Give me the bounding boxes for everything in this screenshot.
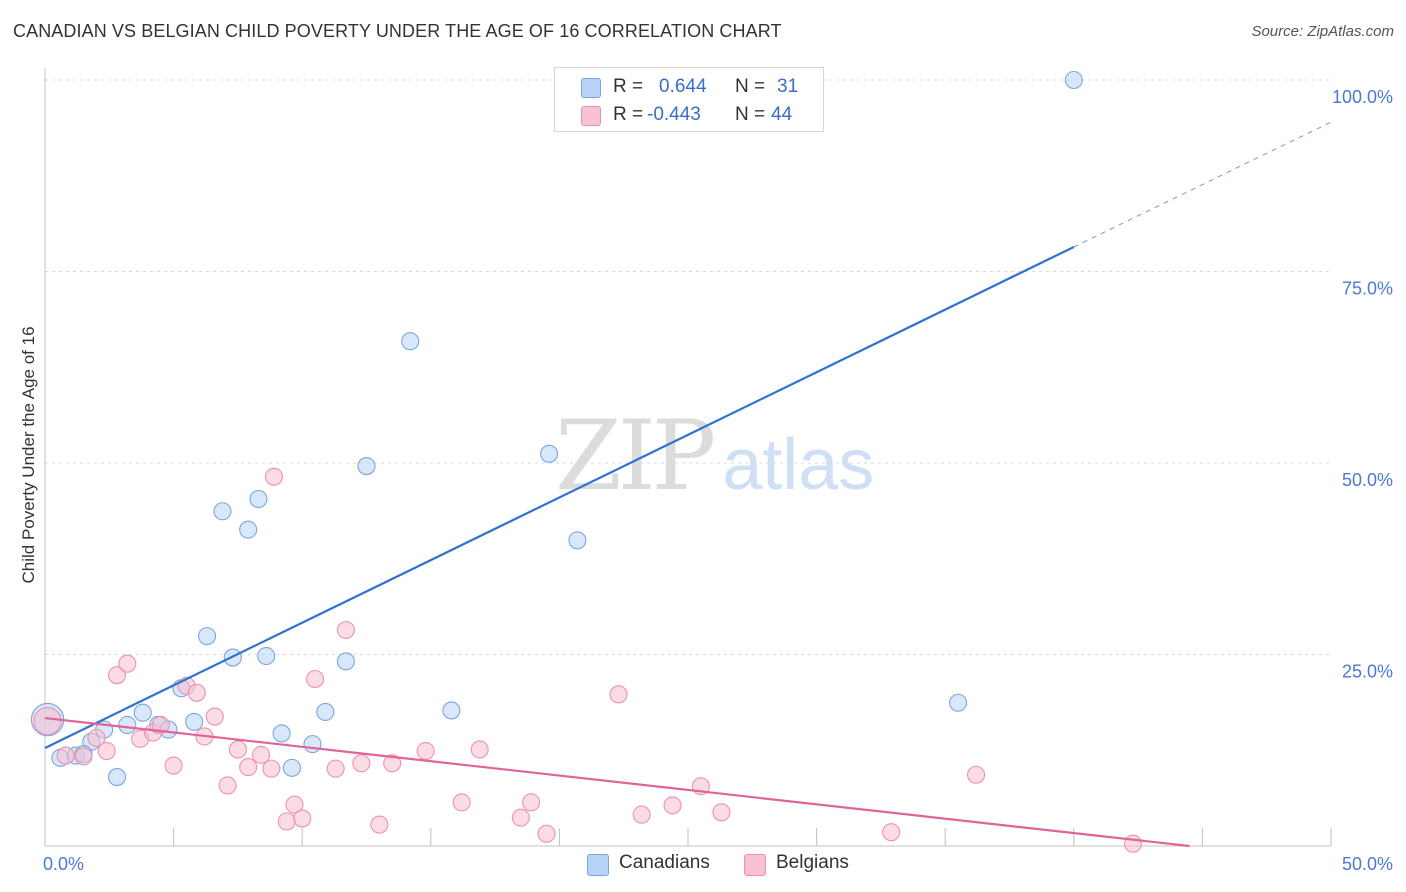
- canadian-point: [118, 715, 137, 735]
- y-tick-label: 75.0%: [1342, 279, 1393, 299]
- belgian-point: [663, 796, 682, 815]
- y-tick-label: 50.0%: [1342, 470, 1393, 490]
- belgian-point: [151, 715, 170, 735]
- grid-lines: [45, 79, 1331, 655]
- belgian-point: [118, 654, 137, 673]
- belgian-point: [470, 740, 489, 759]
- bottom-legend-swatch-belgians: [744, 854, 766, 876]
- belgian-point: [264, 467, 283, 486]
- axes: [44, 68, 1331, 847]
- belgian-point: [74, 747, 93, 766]
- canadian-point: [316, 702, 335, 722]
- bottom-legend-swatch-canadians: [587, 854, 609, 876]
- correlation-legend: R = 0.644 N = 31 R = -0.443 N = 44: [554, 67, 824, 132]
- belgian-point: [187, 683, 206, 702]
- belgian-point: [56, 746, 75, 765]
- canadian-point: [442, 701, 461, 720]
- legend-r-value: -0.443: [647, 104, 701, 125]
- belgian-point: [370, 815, 389, 834]
- belgians-trendline: [44, 716, 1190, 848]
- belgian-point: [239, 758, 258, 777]
- axis-ticks: [173, 828, 1332, 846]
- belgian-point: [164, 756, 183, 775]
- legend-n-label: N =: [735, 104, 766, 125]
- belgian-point: [251, 745, 271, 764]
- legend-r-label: R =: [613, 104, 644, 125]
- canadian-point: [949, 693, 968, 712]
- belgian-point: [336, 620, 355, 640]
- watermark-atlas: atlas: [722, 425, 875, 505]
- canadian-point: [107, 768, 127, 787]
- legend-n-label: N =: [735, 76, 766, 97]
- belgian-point: [967, 765, 986, 784]
- belgian-point: [87, 728, 106, 748]
- belgian-point: [712, 803, 731, 822]
- belgian-point: [522, 793, 541, 812]
- belgian-point: [33, 706, 62, 736]
- x-tick-label: 50.0%: [1342, 854, 1393, 874]
- belgian-point: [306, 669, 325, 689]
- belgian-point: [882, 823, 901, 842]
- canadian-point: [197, 627, 217, 646]
- legend-row-belgians: R = -0.443 N = 44: [555, 101, 823, 129]
- bottom-legend-label-belgians: Belgians: [776, 852, 849, 873]
- chart-title: CANADIAN VS BELGIAN CHILD POVERTY UNDER …: [13, 21, 782, 41]
- x-tick-label: 0.0%: [43, 854, 84, 874]
- belgian-point: [416, 741, 435, 761]
- legend-r-label: R =: [613, 76, 644, 97]
- y-tick-label: 25.0%: [1342, 662, 1393, 682]
- axis-tick-labels: 25.0% 50.0% 75.0% 100.0% 0.0% 50.0%: [43, 87, 1393, 874]
- legend-n-value: 44: [771, 104, 793, 125]
- canadian-point: [257, 646, 276, 666]
- belgian-point: [383, 754, 402, 773]
- belgian-point: [609, 685, 628, 704]
- belgian-point: [218, 776, 237, 795]
- legend-swatch-canadians: [581, 78, 601, 98]
- belgian-point: [632, 805, 651, 824]
- belgian-point: [285, 795, 304, 814]
- canadian-point: [249, 489, 268, 509]
- belgian-point: [326, 759, 345, 778]
- legend-swatch-belgians: [581, 106, 601, 126]
- watermark: ZIP atlas: [555, 400, 874, 512]
- legend-n-value: 31: [777, 76, 799, 97]
- legend-r-value: 0.644: [659, 76, 707, 97]
- canadian-point: [185, 712, 204, 731]
- legend-row-canadians: R = 0.644 N = 31: [555, 73, 823, 101]
- belgian-point: [511, 808, 530, 827]
- belgian-point: [277, 812, 296, 831]
- belgian-point: [293, 809, 312, 828]
- y-tick-label: 100.0%: [1332, 87, 1393, 107]
- belgian-point: [352, 754, 371, 773]
- bottom-legend-label-canadians: Canadians: [619, 852, 710, 873]
- canadian-point: [1064, 70, 1083, 90]
- canadian-point: [213, 502, 232, 521]
- watermark-zip: ZIP: [555, 400, 716, 512]
- belgian-point: [452, 793, 471, 812]
- series-belgians: [33, 467, 1143, 853]
- canadians-trendline-extension: [1073, 121, 1332, 248]
- belgian-point: [97, 741, 116, 761]
- source-label: Source: ZipAtlas.com: [1251, 23, 1394, 40]
- canadian-point: [540, 444, 559, 463]
- y-axis-title: Child Poverty Under the Age of 16: [19, 326, 38, 583]
- canadians-trendline: [44, 245, 1075, 749]
- belgian-point: [228, 740, 247, 759]
- canadian-point: [568, 531, 587, 550]
- canadian-point: [282, 758, 301, 777]
- belgian-point: [1123, 834, 1143, 853]
- canadian-point: [303, 735, 322, 754]
- belgian-point: [262, 759, 281, 778]
- canadian-point: [401, 332, 420, 351]
- canadian-point: [336, 652, 355, 671]
- belgian-point: [537, 824, 556, 843]
- canadian-point: [239, 520, 258, 539]
- canadian-point: [357, 457, 376, 476]
- belgian-point: [107, 666, 127, 685]
- canadian-point: [133, 703, 152, 722]
- belgian-point: [205, 707, 224, 726]
- canadian-point: [272, 724, 291, 743]
- trendlines: [44, 121, 1332, 848]
